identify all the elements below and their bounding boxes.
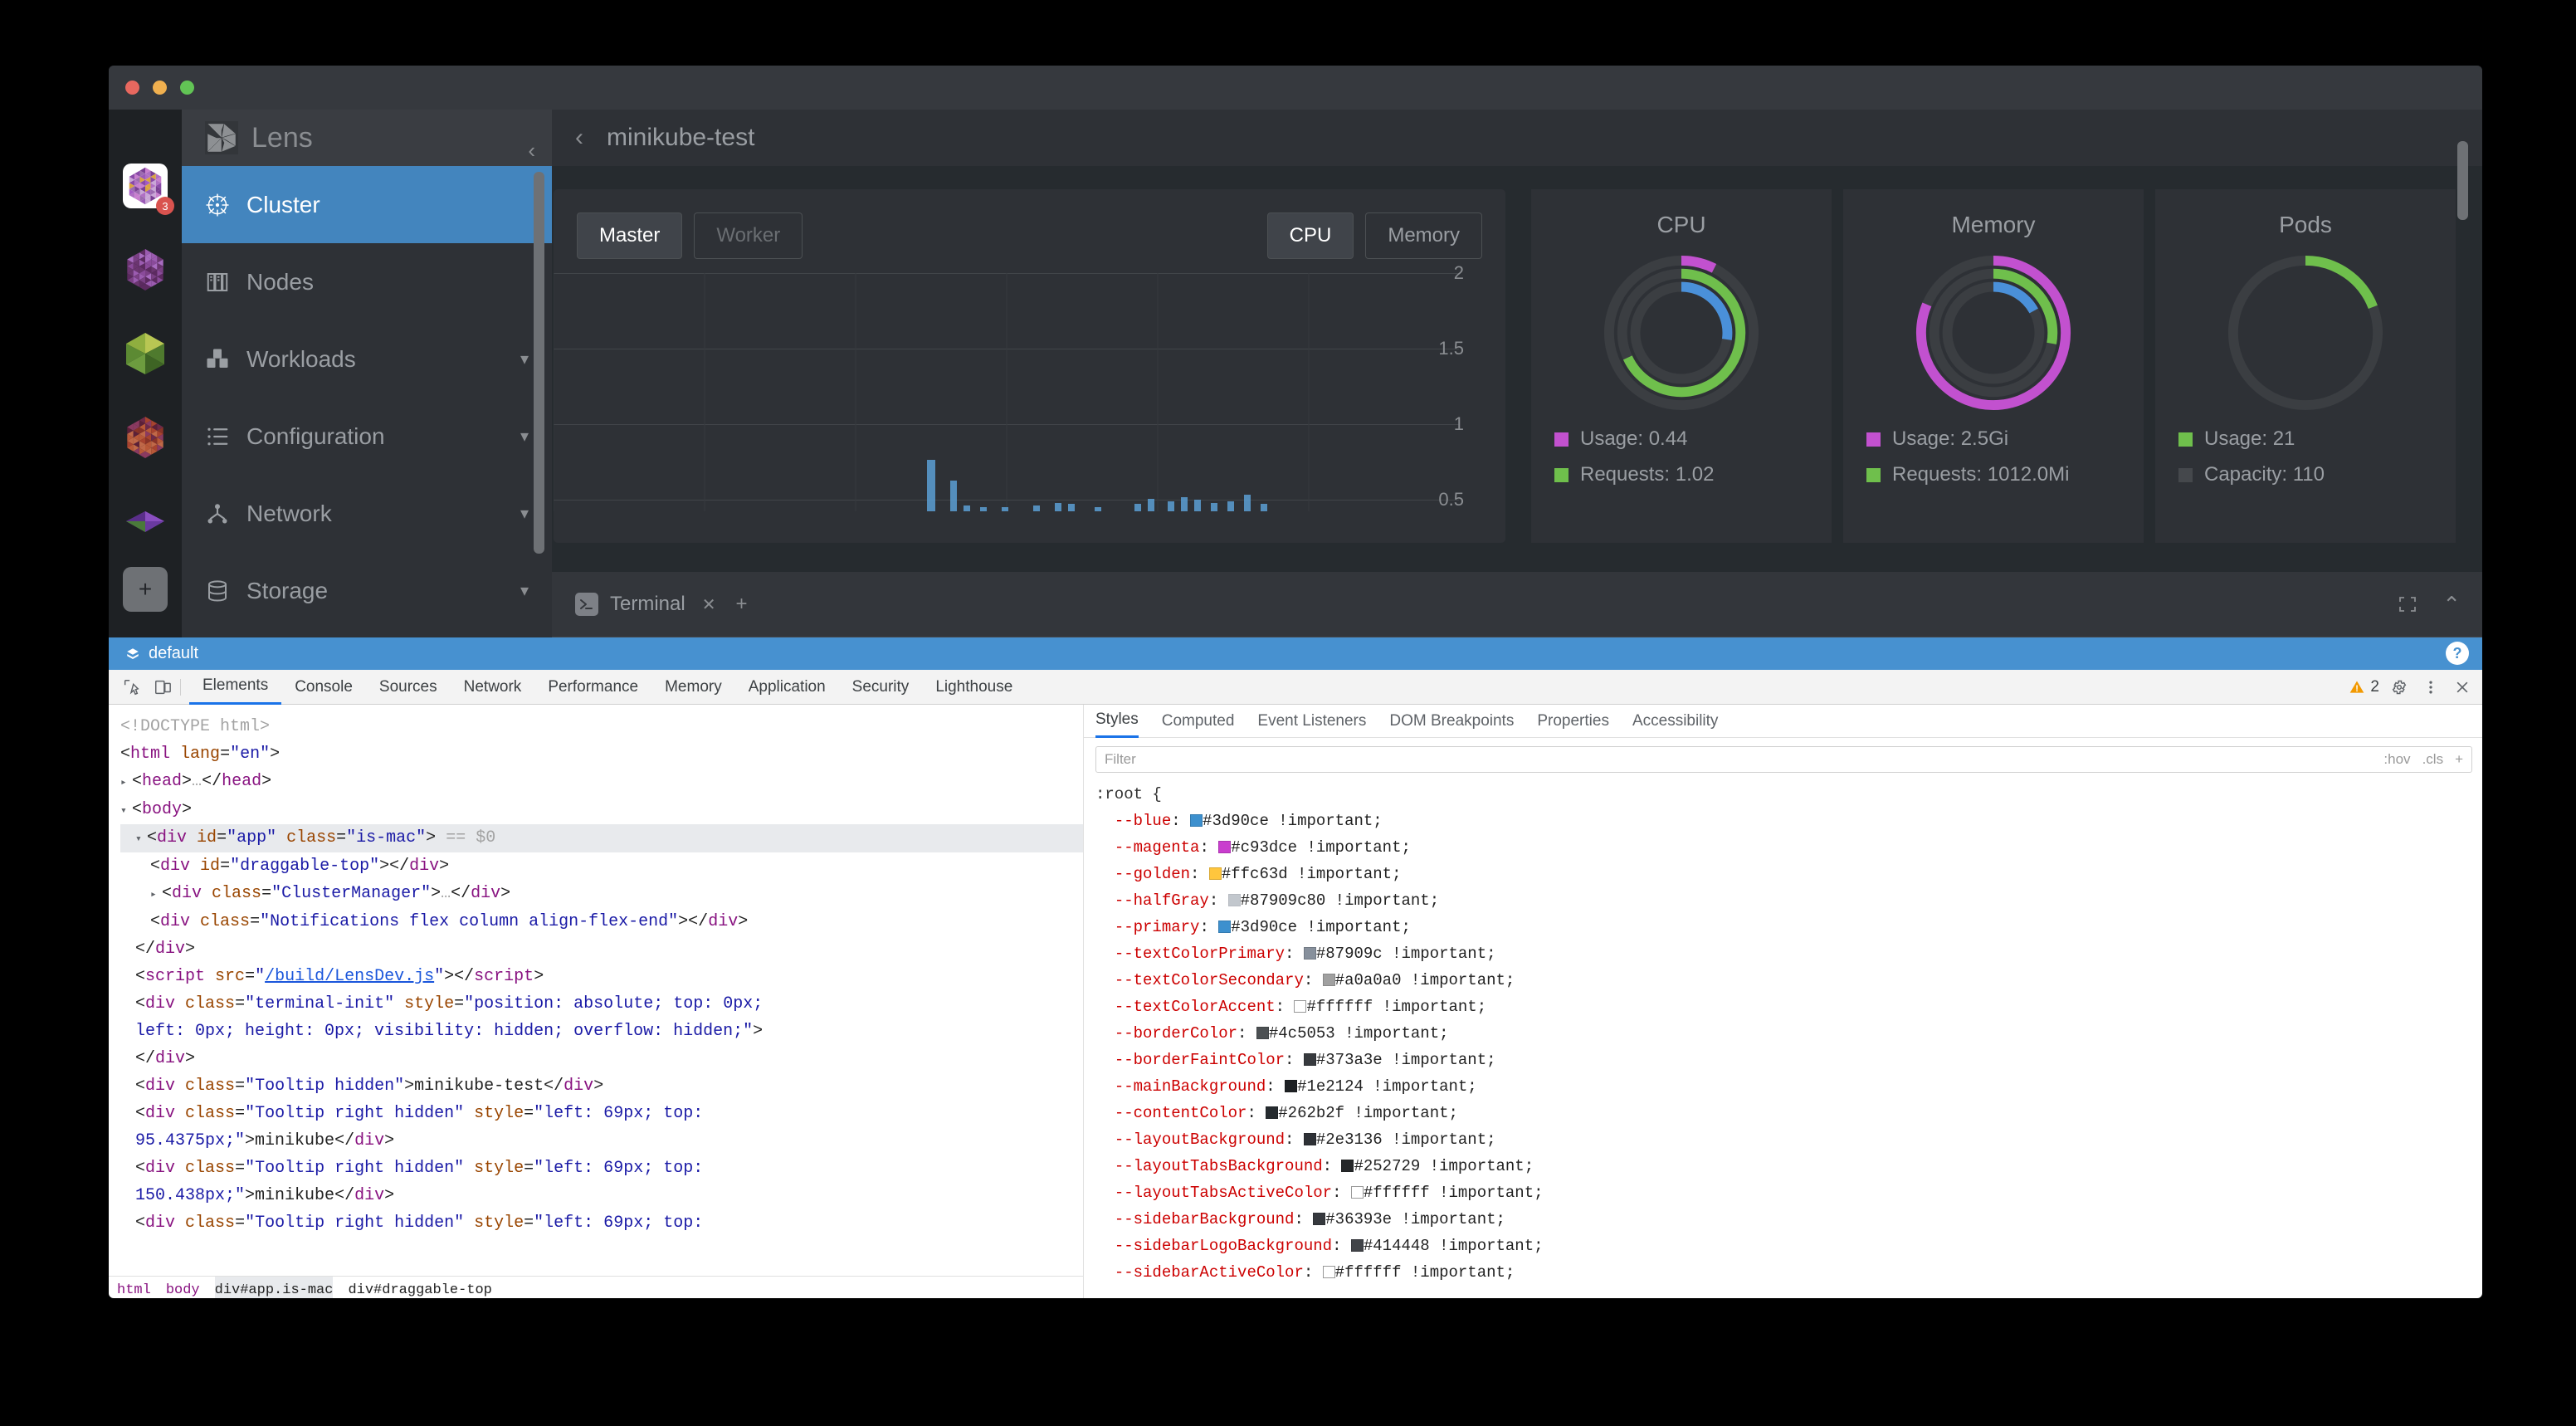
svg-text:!: ! [2356,684,2359,694]
